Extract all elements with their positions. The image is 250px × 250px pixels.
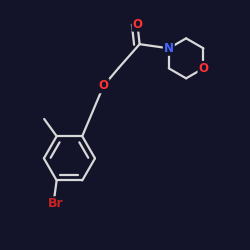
Text: O: O (198, 62, 208, 75)
Text: Br: Br (48, 197, 63, 210)
Text: O: O (132, 18, 142, 31)
Text: N: N (164, 42, 174, 55)
Text: O: O (98, 79, 108, 92)
